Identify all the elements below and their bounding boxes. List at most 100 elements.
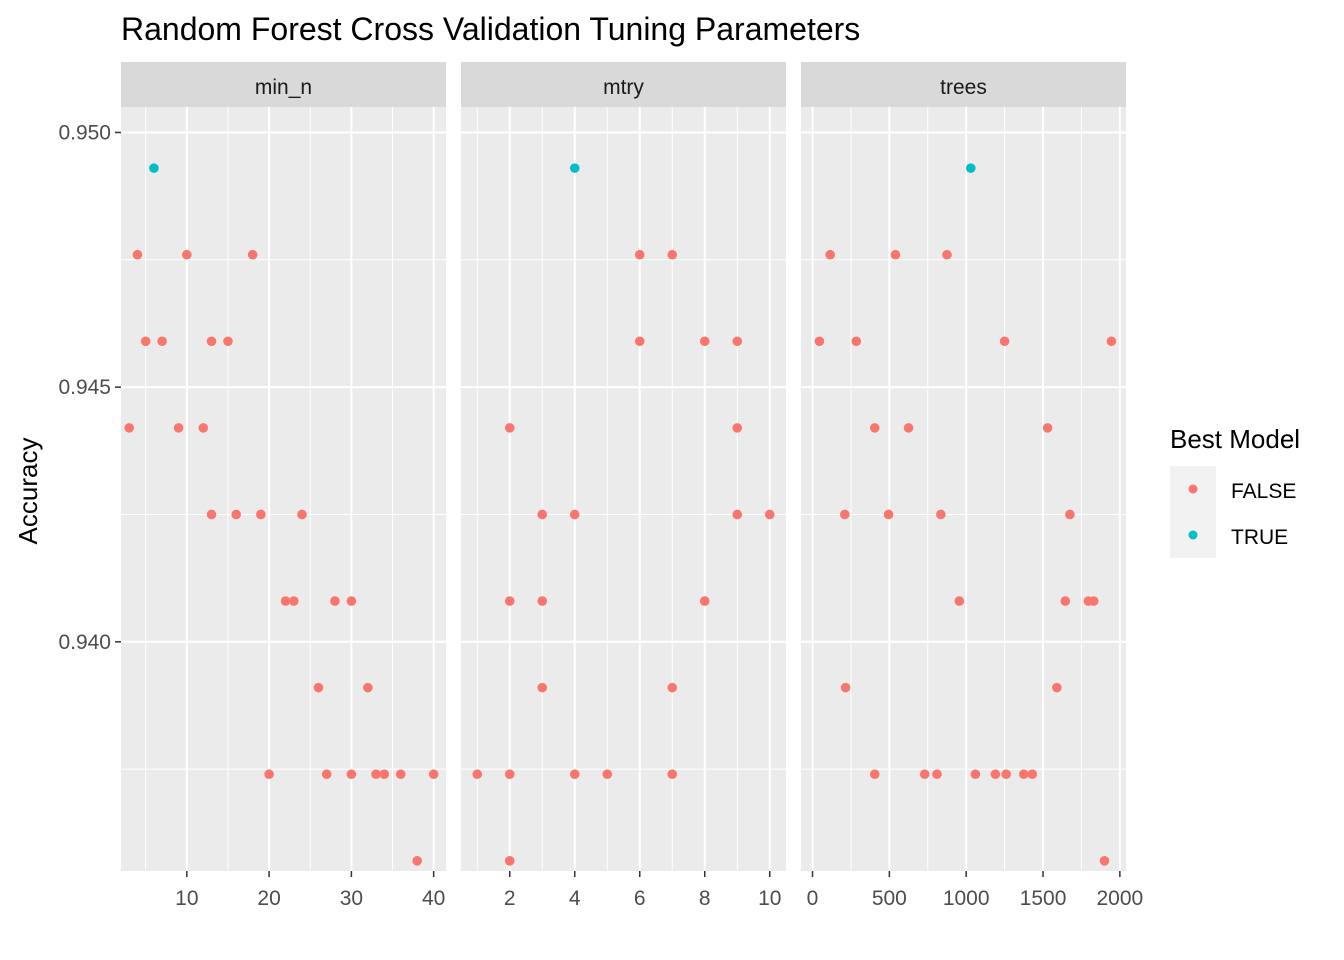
data-point (764, 509, 775, 520)
data-point (537, 682, 548, 693)
legend-label-false: FALSE (1231, 480, 1296, 503)
data-point (942, 249, 952, 260)
data-point (412, 856, 423, 866)
facet-strip (801, 62, 1126, 107)
data-point (537, 509, 548, 520)
data-point (313, 682, 324, 693)
data-point (732, 336, 743, 347)
y-tick-label: 0.945 (58, 376, 111, 399)
facet-strip (461, 62, 786, 107)
data-point (869, 423, 880, 433)
facet-trees: trees 0 500 1000 1500 2000 (801, 62, 1143, 910)
y-tick-label: 0.950 (58, 121, 111, 144)
x-tick-label: 8 (699, 887, 711, 910)
x-tick-label: 0 (807, 887, 819, 910)
data-point (634, 336, 645, 347)
data-point (890, 249, 901, 260)
legend: Best Model FALSE TRUE (1170, 424, 1300, 558)
data-point (157, 336, 167, 347)
data-point (699, 596, 710, 606)
data-point (883, 509, 894, 520)
data-point (602, 769, 613, 780)
data-point (173, 423, 184, 433)
x-tick-label: 30 (340, 887, 363, 910)
data-point (223, 336, 233, 347)
data-point (472, 769, 483, 780)
x-tick-label: 1500 (1020, 887, 1067, 910)
data-point (132, 249, 143, 260)
data-point (206, 336, 217, 347)
data-point-best (149, 163, 159, 173)
y-axis-title: Accuracy (13, 438, 43, 545)
data-point (851, 336, 862, 347)
data-point (1099, 856, 1110, 866)
data-point (667, 682, 678, 693)
facet-strip-label: mtry (603, 76, 644, 99)
facet-min_n: min_n 10 20 30 40 (121, 62, 446, 910)
data-point (1001, 769, 1011, 780)
data-point (124, 423, 135, 433)
data-point (1088, 596, 1099, 606)
data-point (1019, 769, 1029, 780)
x-tick-label: 6 (634, 887, 646, 910)
data-point (330, 596, 340, 606)
data-point (363, 682, 373, 693)
data-point (1065, 509, 1075, 520)
data-point (954, 596, 965, 606)
y-axis: 0.940 0.945 0.950 (58, 121, 121, 654)
data-point (288, 596, 299, 606)
data-point (869, 769, 880, 780)
data-point (140, 336, 151, 347)
data-point (537, 596, 548, 606)
panel-background (121, 107, 446, 871)
panel-background (461, 107, 786, 871)
data-point (814, 336, 825, 347)
x-tick-label: 500 (872, 887, 907, 910)
legend-key-true-dot (1188, 530, 1198, 540)
data-point (840, 682, 851, 693)
data-point (346, 769, 357, 780)
data-point (504, 856, 515, 866)
legend-label-true: TRUE (1231, 526, 1288, 549)
data-point (903, 423, 914, 433)
data-point (1106, 336, 1117, 347)
data-point (247, 249, 258, 260)
data-point-best (569, 163, 580, 173)
data-point (825, 249, 835, 260)
x-tick-label: 2000 (1096, 887, 1143, 910)
data-point (321, 769, 332, 780)
data-point (428, 769, 439, 780)
facet-strip-label: trees (940, 76, 987, 99)
data-point (504, 769, 515, 780)
data-point (504, 596, 515, 606)
data-point (182, 249, 192, 260)
x-tick-label: 1000 (943, 887, 990, 910)
x-tick-label: 2 (504, 887, 516, 910)
data-point (198, 423, 209, 433)
data-point (264, 769, 274, 780)
data-point-best (965, 163, 976, 173)
data-point (932, 769, 942, 780)
data-point (569, 509, 580, 520)
data-point (667, 769, 678, 780)
panel-background (801, 107, 1126, 871)
y-tick-label: 0.940 (58, 631, 111, 654)
data-point (634, 249, 645, 260)
data-point (999, 336, 1010, 347)
x-tick-label: 10 (758, 887, 781, 910)
x-tick-label: 20 (257, 887, 280, 910)
data-point (839, 509, 850, 520)
data-point (1042, 423, 1053, 433)
data-point (919, 769, 930, 780)
facet-strip-label: min_n (255, 76, 312, 99)
data-point (395, 769, 406, 780)
data-point (346, 596, 357, 606)
data-point (297, 509, 307, 520)
x-tick-label: 10 (175, 887, 198, 910)
data-point (990, 769, 1001, 780)
data-point (371, 769, 381, 780)
data-point (504, 423, 515, 433)
data-point (256, 509, 266, 520)
facet-mtry: mtry 2 4 6 8 10 (461, 62, 786, 910)
